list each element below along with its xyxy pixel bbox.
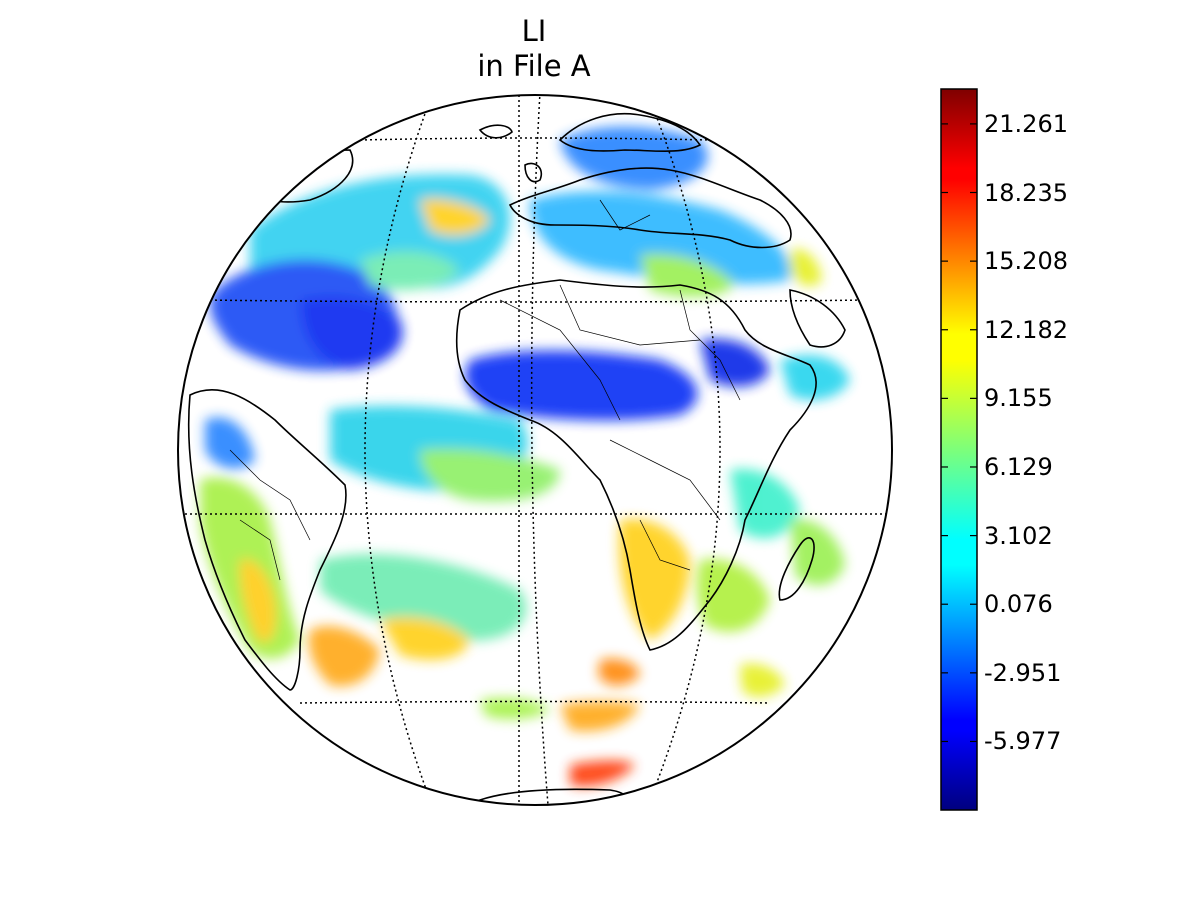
colorbar-tick-label: 6.129	[984, 452, 1053, 481]
colorbar-ticks	[941, 123, 977, 743]
colorbar-tick-label: 21.261	[984, 109, 1068, 138]
colorbar-tick-label: -2.951	[984, 658, 1062, 687]
li-field	[200, 126, 850, 787]
earth-disk	[177, 94, 893, 806]
colorbar-tick-label: 3.102	[984, 521, 1053, 550]
chart-title: LI in File A	[0, 14, 1068, 84]
graticule	[178, 95, 892, 805]
title-line-source: in File A	[477, 49, 591, 83]
disk-border	[177, 94, 893, 806]
colorbar-tick-label: 9.155	[984, 384, 1053, 413]
colorbar-tick-label: 15.208	[984, 247, 1068, 276]
colorbar-tick-label: 18.235	[984, 178, 1068, 207]
colorbar-frame	[940, 88, 978, 811]
colorbar-tick-label: 0.076	[984, 590, 1053, 619]
colorbar	[940, 88, 978, 811]
title-line-variable: LI	[521, 14, 547, 48]
colorbar-tick-label: -5.977	[984, 727, 1062, 756]
colorbar-gradient	[941, 89, 977, 810]
country-borders	[229, 199, 741, 581]
colorbar-tick-label: 12.182	[984, 315, 1068, 344]
